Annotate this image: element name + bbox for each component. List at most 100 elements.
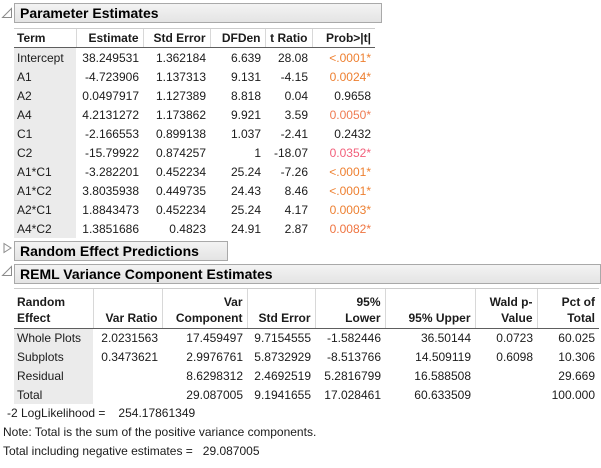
cell-var-ratio [93, 366, 162, 385]
table-row: C2 -15.79922 0.874257 1 -18.07 0.0352* [14, 142, 375, 162]
disclosure-open-icon[interactable] [0, 261, 14, 277]
cell-prob: <.0001* [329, 50, 371, 65]
cell-std-error: 0.874257 [155, 145, 206, 160]
cell-t-ratio: -4.15 [280, 69, 308, 84]
cell-prob: 0.0352* [329, 145, 371, 160]
col-header-t-ratio: t Ratio [264, 28, 312, 48]
cell-estimate: 38.249531 [82, 50, 139, 65]
cell-pct-total: 29.669 [558, 369, 595, 383]
cell-std-error: 1.137313 [155, 69, 206, 84]
cell-std-error: 1.173862 [155, 107, 206, 122]
cell-std-error: 9.1941655 [254, 388, 311, 402]
parameter-estimates-title[interactable]: Parameter Estimates [14, 3, 382, 23]
table-row: A4 4.2131272 1.173862 9.921 3.59 0.0050* [14, 104, 375, 124]
cell-prob: 0.9658 [334, 88, 371, 103]
cell-95-upper: 16.588508 [414, 369, 471, 383]
cell-term: C1 [14, 123, 76, 143]
cell-95-upper: 60.633509 [414, 388, 471, 402]
cell-wald-p [475, 385, 537, 404]
cell-t-ratio: 3.59 [284, 107, 308, 122]
reml-table: Random Effect Var Ratio Var Component St… [14, 287, 599, 404]
cell-var-component: 17.459497 [186, 331, 243, 345]
parameter-estimates-section: Parameter Estimates [0, 3, 601, 23]
table-row: Intercept 38.249531 1.362184 6.639 28.08… [14, 47, 375, 67]
cell-dfden: 8.818 [230, 88, 261, 103]
cell-t-ratio: -7.26 [280, 164, 308, 179]
cell-estimate: 1.3851686 [82, 221, 139, 236]
table-row: Total 29.087005 9.1941655 17.028461 60.6… [14, 385, 599, 404]
cell-prob: <.0001* [329, 183, 371, 198]
cell-pct-total: 60.025 [558, 331, 595, 345]
cell-t-ratio: 4.17 [284, 202, 308, 217]
table-row: A1*C2 3.8035938 0.449735 24.43 8.46 <.00… [14, 180, 375, 200]
cell-prob: 0.0082* [329, 221, 371, 236]
cell-dfden: 25.24 [230, 164, 261, 179]
cell-t-ratio: 8.46 [284, 183, 308, 198]
cell-95-lower: -1.582446 [326, 331, 381, 345]
table-row: A2 0.0497917 1.127389 8.818 0.04 0.9658 [14, 85, 375, 105]
cell-dfden: 9.131 [230, 69, 261, 84]
cell-wald-p: 0.6098 [496, 350, 533, 364]
cell-std-error: 0.4823 [169, 221, 206, 236]
cell-95-upper: 36.50144 [420, 331, 471, 345]
reml-section: REML Variance Component Estimates [0, 261, 601, 284]
col-header-95-upper: 95% Upper [384, 287, 475, 329]
cell-estimate: -2.166553 [84, 126, 139, 141]
col-header-var-component: Var Component [161, 287, 247, 329]
cell-random-effect: Whole Plots [14, 328, 93, 347]
cell-wald-p [475, 366, 537, 385]
cell-var-component: 2.9976761 [186, 350, 243, 364]
cell-t-ratio: 0.04 [284, 88, 308, 103]
cell-var-ratio: 2.0231563 [101, 331, 158, 345]
cell-var-ratio [93, 385, 162, 404]
cell-dfden: 25.24 [230, 202, 261, 217]
cell-term: A2 [14, 85, 76, 105]
reml-title[interactable]: REML Variance Component Estimates [14, 263, 601, 284]
col-header-random-effect: Random Effect [14, 287, 93, 329]
cell-dfden: 24.91 [230, 221, 261, 236]
cell-prob: 0.0050* [329, 107, 371, 122]
cell-95-upper: 14.509119 [415, 350, 471, 364]
cell-prob: 0.2432 [334, 126, 371, 141]
random-effect-predictions-title[interactable]: Random Effect Predictions [14, 240, 228, 261]
cell-std-error: 9.7154555 [254, 331, 311, 345]
cell-prob: 0.0003* [329, 202, 371, 217]
cell-t-ratio: -18.07 [273, 145, 308, 160]
cell-prob: 0.0024* [329, 69, 371, 84]
cell-random-effect: Residual [14, 366, 93, 385]
cell-pct-total: 10.306 [558, 350, 595, 364]
cell-std-error: 1.127389 [155, 88, 206, 103]
table-row: A4*C2 1.3851686 0.4823 24.91 2.87 0.0082… [14, 218, 375, 238]
cell-estimate: -15.79922 [84, 145, 139, 160]
cell-dfden: 9.921 [230, 107, 261, 122]
cell-random-effect: Total [14, 385, 93, 404]
random-effect-predictions-section: Random Effect Predictions [0, 238, 601, 261]
parameter-estimates-table: Term Estimate Std Error DFDen t Ratio Pr… [14, 28, 375, 238]
cell-term: A4*C2 [14, 218, 76, 238]
cell-dfden: 1 [254, 145, 261, 160]
table-row: A1 -4.723906 1.137313 9.131 -4.15 0.0024… [14, 66, 375, 86]
cell-term: A1*C1 [14, 161, 76, 181]
cell-std-error: 0.899138 [155, 126, 206, 141]
col-header-prob: Prob>|t| [311, 28, 375, 48]
col-header-estimate: Estimate [75, 28, 143, 48]
cell-std-error: 0.452234 [155, 202, 206, 217]
header-row: Random Effect Var Ratio Var Component St… [14, 287, 599, 329]
cell-var-component: 8.6298312 [186, 369, 243, 383]
cell-var-component: 29.087005 [186, 388, 243, 402]
col-header-term: Term [14, 28, 76, 48]
disclosure-open-icon[interactable] [0, 3, 14, 19]
table-row: Residual 8.6298312 2.4692519 5.2816799 1… [14, 366, 599, 385]
cell-term: A2*C1 [14, 199, 76, 219]
cell-term: A4 [14, 104, 76, 124]
table-row: Subplots 0.3473621 2.9976761 5.8732929 -… [14, 347, 599, 366]
cell-t-ratio: -2.41 [280, 126, 308, 141]
disclosure-closed-icon[interactable] [0, 238, 14, 254]
cell-estimate: 4.2131272 [82, 107, 139, 122]
cell-term: C2 [14, 142, 76, 162]
col-header-95-lower: 95% Lower [314, 287, 385, 329]
table-row: A2*C1 1.8843473 0.452234 25.24 4.17 0.00… [14, 199, 375, 219]
loglikelihood-value: 254.17861349 [118, 406, 196, 420]
cell-estimate: -3.282201 [84, 164, 139, 179]
col-header-wald-p: Wald p- Value [474, 287, 537, 329]
